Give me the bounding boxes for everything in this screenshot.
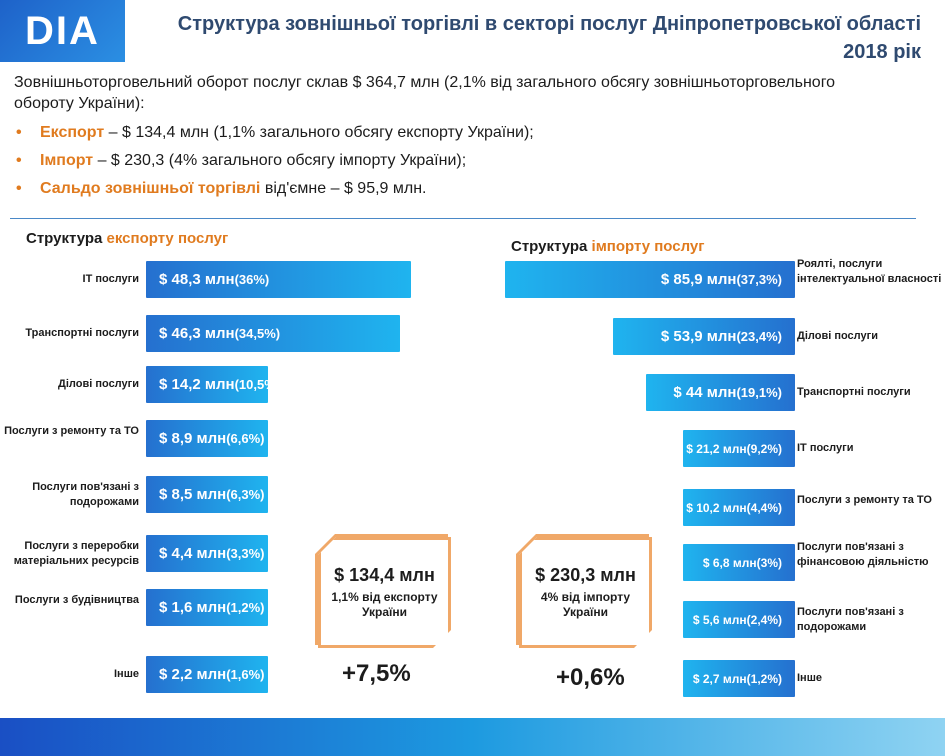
import-bar: $ 2,7 млн (1,2%)	[683, 660, 795, 697]
page-title: Структура зовнішньої торгівлі в секторі …	[141, 10, 921, 66]
import-category-label: Транспортні послуги	[797, 386, 911, 398]
export-bar-value-label: $ 8,9 млн	[159, 430, 227, 447]
bullet-text: – $ 134,4 млн (1,1% загального обсягу ек…	[104, 124, 534, 141]
export-category-label: Транспортні послуги	[25, 327, 139, 339]
import-category-label: Послуги пов'язані з подорожами	[797, 605, 904, 633]
import-bar-pct-label: (19,1%)	[736, 385, 782, 400]
import-category-label: ІТ послуги	[797, 442, 854, 454]
import-bar: $ 85,9 млн (37,3%)	[505, 261, 795, 298]
import-callout: $ 230,3 млн 4% від імпорту України	[519, 537, 652, 648]
export-bar-pct-label: (34,5%)	[234, 326, 281, 341]
export-bar-value-label: $ 48,3 млн	[159, 271, 235, 288]
bullet-dot: •	[16, 152, 22, 169]
title-line-2: 2018 рік	[843, 41, 921, 63]
import-bar-value-label: $ 10,2 млн	[686, 500, 747, 515]
import-bar-pct-label: (9,2%)	[746, 441, 782, 456]
export-bar-value-label: $ 14,2 млн	[159, 376, 235, 393]
title-line-1: Структура зовнішньої торгівлі в секторі …	[177, 13, 921, 35]
bullet-label: Експорт	[40, 124, 105, 141]
import-callout-value: $ 230,3 млн	[535, 565, 636, 585]
import-bar-pct-label: (23,4%)	[736, 329, 782, 344]
export-bar-value-label: $ 1,6 млн	[159, 599, 227, 616]
export-category-label: Ділові послуги	[58, 378, 139, 390]
export-category-label: Інше	[114, 668, 139, 680]
divider	[10, 218, 916, 219]
export-category-label: Послуги з будівництва	[14, 593, 139, 606]
bullet-label: Сальдо зовнішньої торгівлі	[40, 180, 261, 197]
import-bar-pct-label: (3%)	[756, 555, 782, 570]
intro-text: Зовнішньоторговельний оборот послуг скла…	[14, 74, 836, 112]
import-bar-pct-label: (2,4%)	[746, 612, 782, 627]
import-heading-accent: імпорту послуг	[591, 238, 705, 255]
import-bar: $ 21,2 млн (9,2%)	[683, 430, 795, 467]
export-bar-pct-label: (36%)	[234, 272, 270, 287]
export-callout-note: 1,1% від експорту України	[331, 590, 438, 619]
export-bar-pct-label: (1,6%)	[226, 667, 265, 682]
export-category-label: Послуги з переробки матеріальних ресурсі…	[13, 539, 139, 567]
import-category-label: Ділові послуги	[797, 330, 878, 342]
import-heading: Структура імпорту послуг	[511, 238, 705, 255]
import-callout-note: 4% від імпорту України	[540, 590, 631, 619]
export-category-label: Послуги з ремонту та ТО	[4, 424, 139, 437]
import-bar-value-label: $ 44 млн	[673, 384, 737, 401]
export-bar: $ 46,3 млн (34,5%)	[146, 315, 400, 352]
bullet-dot: •	[16, 180, 22, 197]
export-bar: $ 8,9 млн (6,6%)	[146, 420, 268, 457]
export-bar-pct-label: (6,6%)	[226, 431, 265, 446]
import-bar-pct-label: (4,4%)	[746, 500, 782, 515]
import-category-label: Послуги з ремонту та ТО	[797, 493, 932, 506]
import-bar-value-label: $ 5,6 млн	[692, 612, 747, 627]
export-category-label: ІТ послуги	[82, 273, 139, 285]
import-bar: $ 5,6 млн (2,4%)	[683, 601, 795, 638]
export-heading-accent: експорту послуг	[106, 230, 229, 247]
import-bar-pct-label: (1,2%)	[746, 671, 782, 686]
import-bar: $ 6,8 млн (3%)	[683, 544, 795, 581]
bullet-text: від'ємне – $ 95,9 млн.	[260, 180, 427, 197]
export-bar: $ 48,3 млн (36%)	[146, 261, 411, 298]
export-callout-value: $ 134,4 млн	[334, 565, 435, 585]
export-category-label: Послуги пов'язані з подорожами	[32, 480, 139, 508]
import-bar-value-label: $ 21,2 млн	[686, 441, 747, 456]
export-bar: $ 1,6 млн (1,2%)	[146, 589, 268, 626]
import-bar-pct-label: (37,3%)	[736, 272, 782, 287]
bullet-label: Імпорт	[40, 152, 94, 169]
import-category-label: Роялті, послуги інтелектуальної власност…	[797, 258, 942, 285]
import-category-label: Інше	[797, 672, 822, 684]
import-bar-value-label: $ 2,7 млн	[692, 671, 747, 686]
bullet-dot: •	[16, 124, 22, 141]
summary-bullets: • Експорт – $ 134,4 млн (1,1% загального …	[14, 122, 534, 206]
bullet-export: • Експорт – $ 134,4 млн (1,1% загального …	[14, 122, 534, 150]
export-bar: $ 2,2 млн (1,6%)	[146, 656, 268, 693]
export-bar: $ 14,2 млн (10,5%)	[146, 366, 280, 403]
logo: DIA	[0, 0, 125, 62]
import-bar-value-label: $ 85,9 млн	[660, 271, 737, 288]
bullet-text: – $ 230,3 (4% загального обсягу імпорту …	[93, 152, 467, 169]
import-bar-value-label: $ 6,8 млн	[702, 555, 757, 570]
import-bar: $ 44 млн (19,1%)	[646, 374, 795, 411]
footer-band	[0, 718, 945, 756]
export-heading-prefix: Структура	[26, 230, 107, 247]
export-growth: +7,5%	[342, 660, 411, 687]
export-bar-pct-label: (6,3%)	[226, 487, 265, 502]
export-bar-value-label: $ 2,2 млн	[159, 666, 227, 683]
import-bar: $ 10,2 млн (4,4%)	[683, 489, 795, 526]
import-heading-prefix: Структура	[511, 238, 592, 255]
export-bar: $ 8,5 млн (6,3%)	[146, 476, 268, 513]
import-bar-value-label: $ 53,9 млн	[660, 328, 737, 345]
export-bar-pct-label: (3,3%)	[226, 546, 265, 561]
bullet-import: • Імпорт – $ 230,3 (4% загального обсягу …	[14, 150, 534, 178]
export-callout: $ 134,4 млн 1,1% від експорту України	[318, 537, 451, 648]
export-heading: Структура експорту послуг	[26, 230, 228, 247]
import-bar: $ 53,9 млн (23,4%)	[613, 318, 795, 355]
import-growth: +0,6%	[556, 664, 625, 691]
export-bar-pct-label: (10,5%)	[234, 377, 281, 392]
import-category-label: Послуги пов'язані з фінансовою діяльніст…	[797, 541, 929, 568]
export-bar-pct-label: (1,2%)	[226, 600, 265, 615]
export-bar: $ 4,4 млн (3,3%)	[146, 535, 268, 572]
export-bar-value-label: $ 4,4 млн	[159, 545, 227, 562]
bullet-balance: • Сальдо зовнішньої торгівлі від'ємне – $…	[14, 178, 534, 206]
export-bar-value-label: $ 8,5 млн	[159, 486, 227, 503]
export-bar-value-label: $ 46,3 млн	[159, 325, 235, 342]
